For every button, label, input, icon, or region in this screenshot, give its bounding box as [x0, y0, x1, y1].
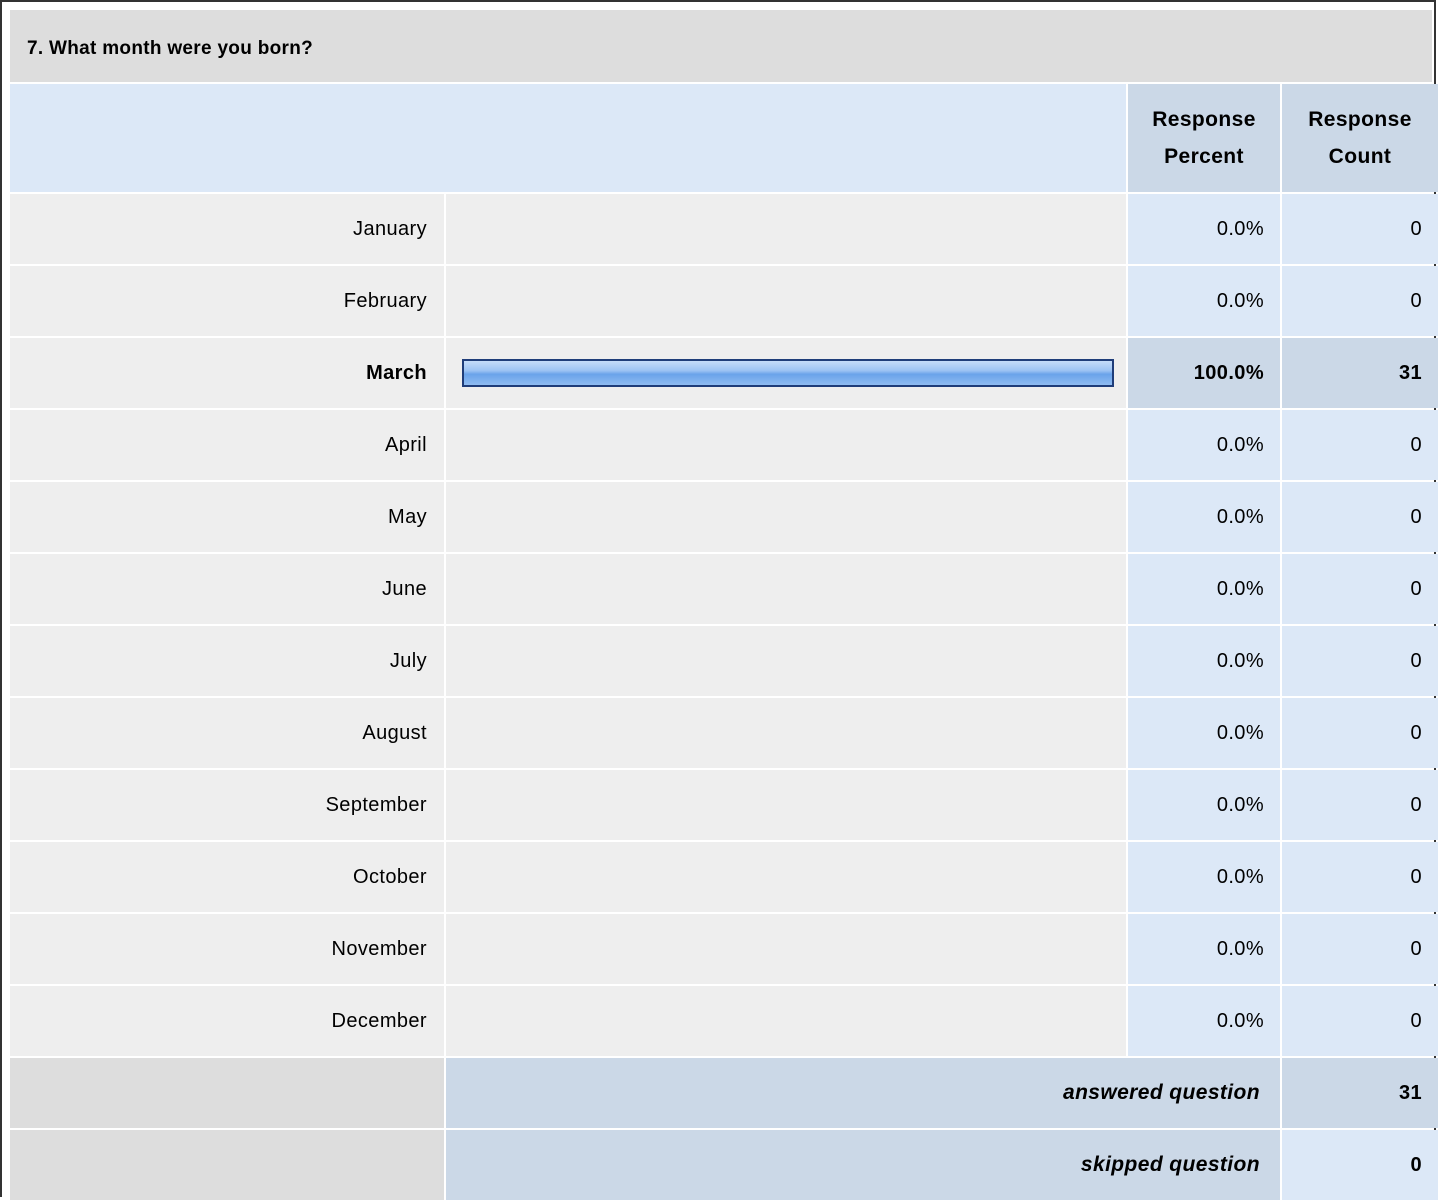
- bar-cell: [446, 194, 1126, 264]
- bar-cell: [446, 410, 1126, 480]
- bar-cell: [446, 842, 1126, 912]
- bar-track: [462, 359, 1114, 387]
- month-label: September: [10, 770, 444, 840]
- table-row: April 0.0% 0: [10, 410, 1438, 480]
- response-percent: 0.0%: [1128, 266, 1280, 336]
- answered-question-label: answered question: [446, 1058, 1280, 1128]
- table-row: November 0.0% 0: [10, 914, 1438, 984]
- table-row: December 0.0% 0: [10, 986, 1438, 1056]
- bar-cell: [446, 770, 1126, 840]
- month-label: December: [10, 986, 444, 1056]
- response-count: 0: [1282, 194, 1438, 264]
- response-percent: 0.0%: [1128, 482, 1280, 552]
- bar-cell: [446, 986, 1126, 1056]
- response-percent: 0.0%: [1128, 842, 1280, 912]
- table-row: January 0.0% 0: [10, 194, 1438, 264]
- skipped-question-label: skipped question: [446, 1130, 1280, 1200]
- skipped-question-count: 0: [1282, 1130, 1438, 1200]
- bar-track: [462, 863, 1114, 891]
- month-label: February: [10, 266, 444, 336]
- bar-cell: [446, 914, 1126, 984]
- bar-track: [462, 1007, 1114, 1035]
- response-count: 0: [1282, 842, 1438, 912]
- response-count: 0: [1282, 626, 1438, 696]
- summary-blank: [10, 1130, 444, 1200]
- bar-cell: [446, 266, 1126, 336]
- table-row: February 0.0% 0: [10, 266, 1438, 336]
- table-row: July 0.0% 0: [10, 626, 1438, 696]
- table-row: May 0.0% 0: [10, 482, 1438, 552]
- bar-track: [462, 719, 1114, 747]
- table-row: August 0.0% 0: [10, 698, 1438, 768]
- bar-cell: [446, 626, 1126, 696]
- response-count: 0: [1282, 698, 1438, 768]
- response-count: 0: [1282, 482, 1438, 552]
- table-row: March 100.0% 31: [10, 338, 1438, 408]
- bar-cell: [446, 698, 1126, 768]
- response-count: 0: [1282, 554, 1438, 624]
- bar-track: [462, 287, 1114, 315]
- header-blank: [10, 84, 1126, 192]
- response-percent: 0.0%: [1128, 194, 1280, 264]
- month-label: August: [10, 698, 444, 768]
- table-row: September 0.0% 0: [10, 770, 1438, 840]
- response-count: 31: [1282, 338, 1438, 408]
- bar-cell: [446, 338, 1126, 408]
- response-count: 0: [1282, 770, 1438, 840]
- response-count: 0: [1282, 266, 1438, 336]
- response-count: 0: [1282, 986, 1438, 1056]
- month-label: April: [10, 410, 444, 480]
- answered-row: answered question 31: [10, 1058, 1438, 1128]
- bar-track: [462, 215, 1114, 243]
- column-header-count: Response Count: [1282, 84, 1438, 192]
- month-label: May: [10, 482, 444, 552]
- table-row: October 0.0% 0: [10, 842, 1438, 912]
- month-label: July: [10, 626, 444, 696]
- response-percent: 100.0%: [1128, 338, 1280, 408]
- column-header-percent-label: Response Percent: [1152, 108, 1256, 168]
- column-header-count-label: Response Count: [1308, 108, 1412, 168]
- bar-track: [462, 503, 1114, 531]
- question-title: 7. What month were you born?: [27, 38, 314, 59]
- response-percent: 0.0%: [1128, 986, 1280, 1056]
- bar-track: [462, 575, 1114, 603]
- response-percent: 0.0%: [1128, 554, 1280, 624]
- month-label: October: [10, 842, 444, 912]
- response-percent: 0.0%: [1128, 914, 1280, 984]
- response-percent: 0.0%: [1128, 770, 1280, 840]
- bar-track: [462, 791, 1114, 819]
- response-percent: 0.0%: [1128, 626, 1280, 696]
- answered-question-count: 31: [1282, 1058, 1438, 1128]
- bar-track: [462, 647, 1114, 675]
- bar-cell: [446, 482, 1126, 552]
- month-label: November: [10, 914, 444, 984]
- table-row: June 0.0% 0: [10, 554, 1438, 624]
- bar-cell: [446, 554, 1126, 624]
- header-row: Response Percent Response Count: [10, 84, 1438, 192]
- column-header-percent: Response Percent: [1128, 84, 1280, 192]
- month-label: March: [10, 338, 444, 408]
- month-label: January: [10, 194, 444, 264]
- bar-track: [462, 431, 1114, 459]
- percent-bar: [462, 359, 1114, 387]
- skipped-row: skipped question 0: [10, 1130, 1438, 1200]
- results-table: Response Percent Response Count January …: [8, 82, 1440, 1202]
- question-title-bar: 7. What month were you born?: [10, 10, 1432, 82]
- response-percent: 0.0%: [1128, 410, 1280, 480]
- bar-track: [462, 935, 1114, 963]
- response-count: 0: [1282, 914, 1438, 984]
- response-percent: 0.0%: [1128, 698, 1280, 768]
- month-label: June: [10, 554, 444, 624]
- response-count: 0: [1282, 410, 1438, 480]
- summary-blank: [10, 1058, 444, 1128]
